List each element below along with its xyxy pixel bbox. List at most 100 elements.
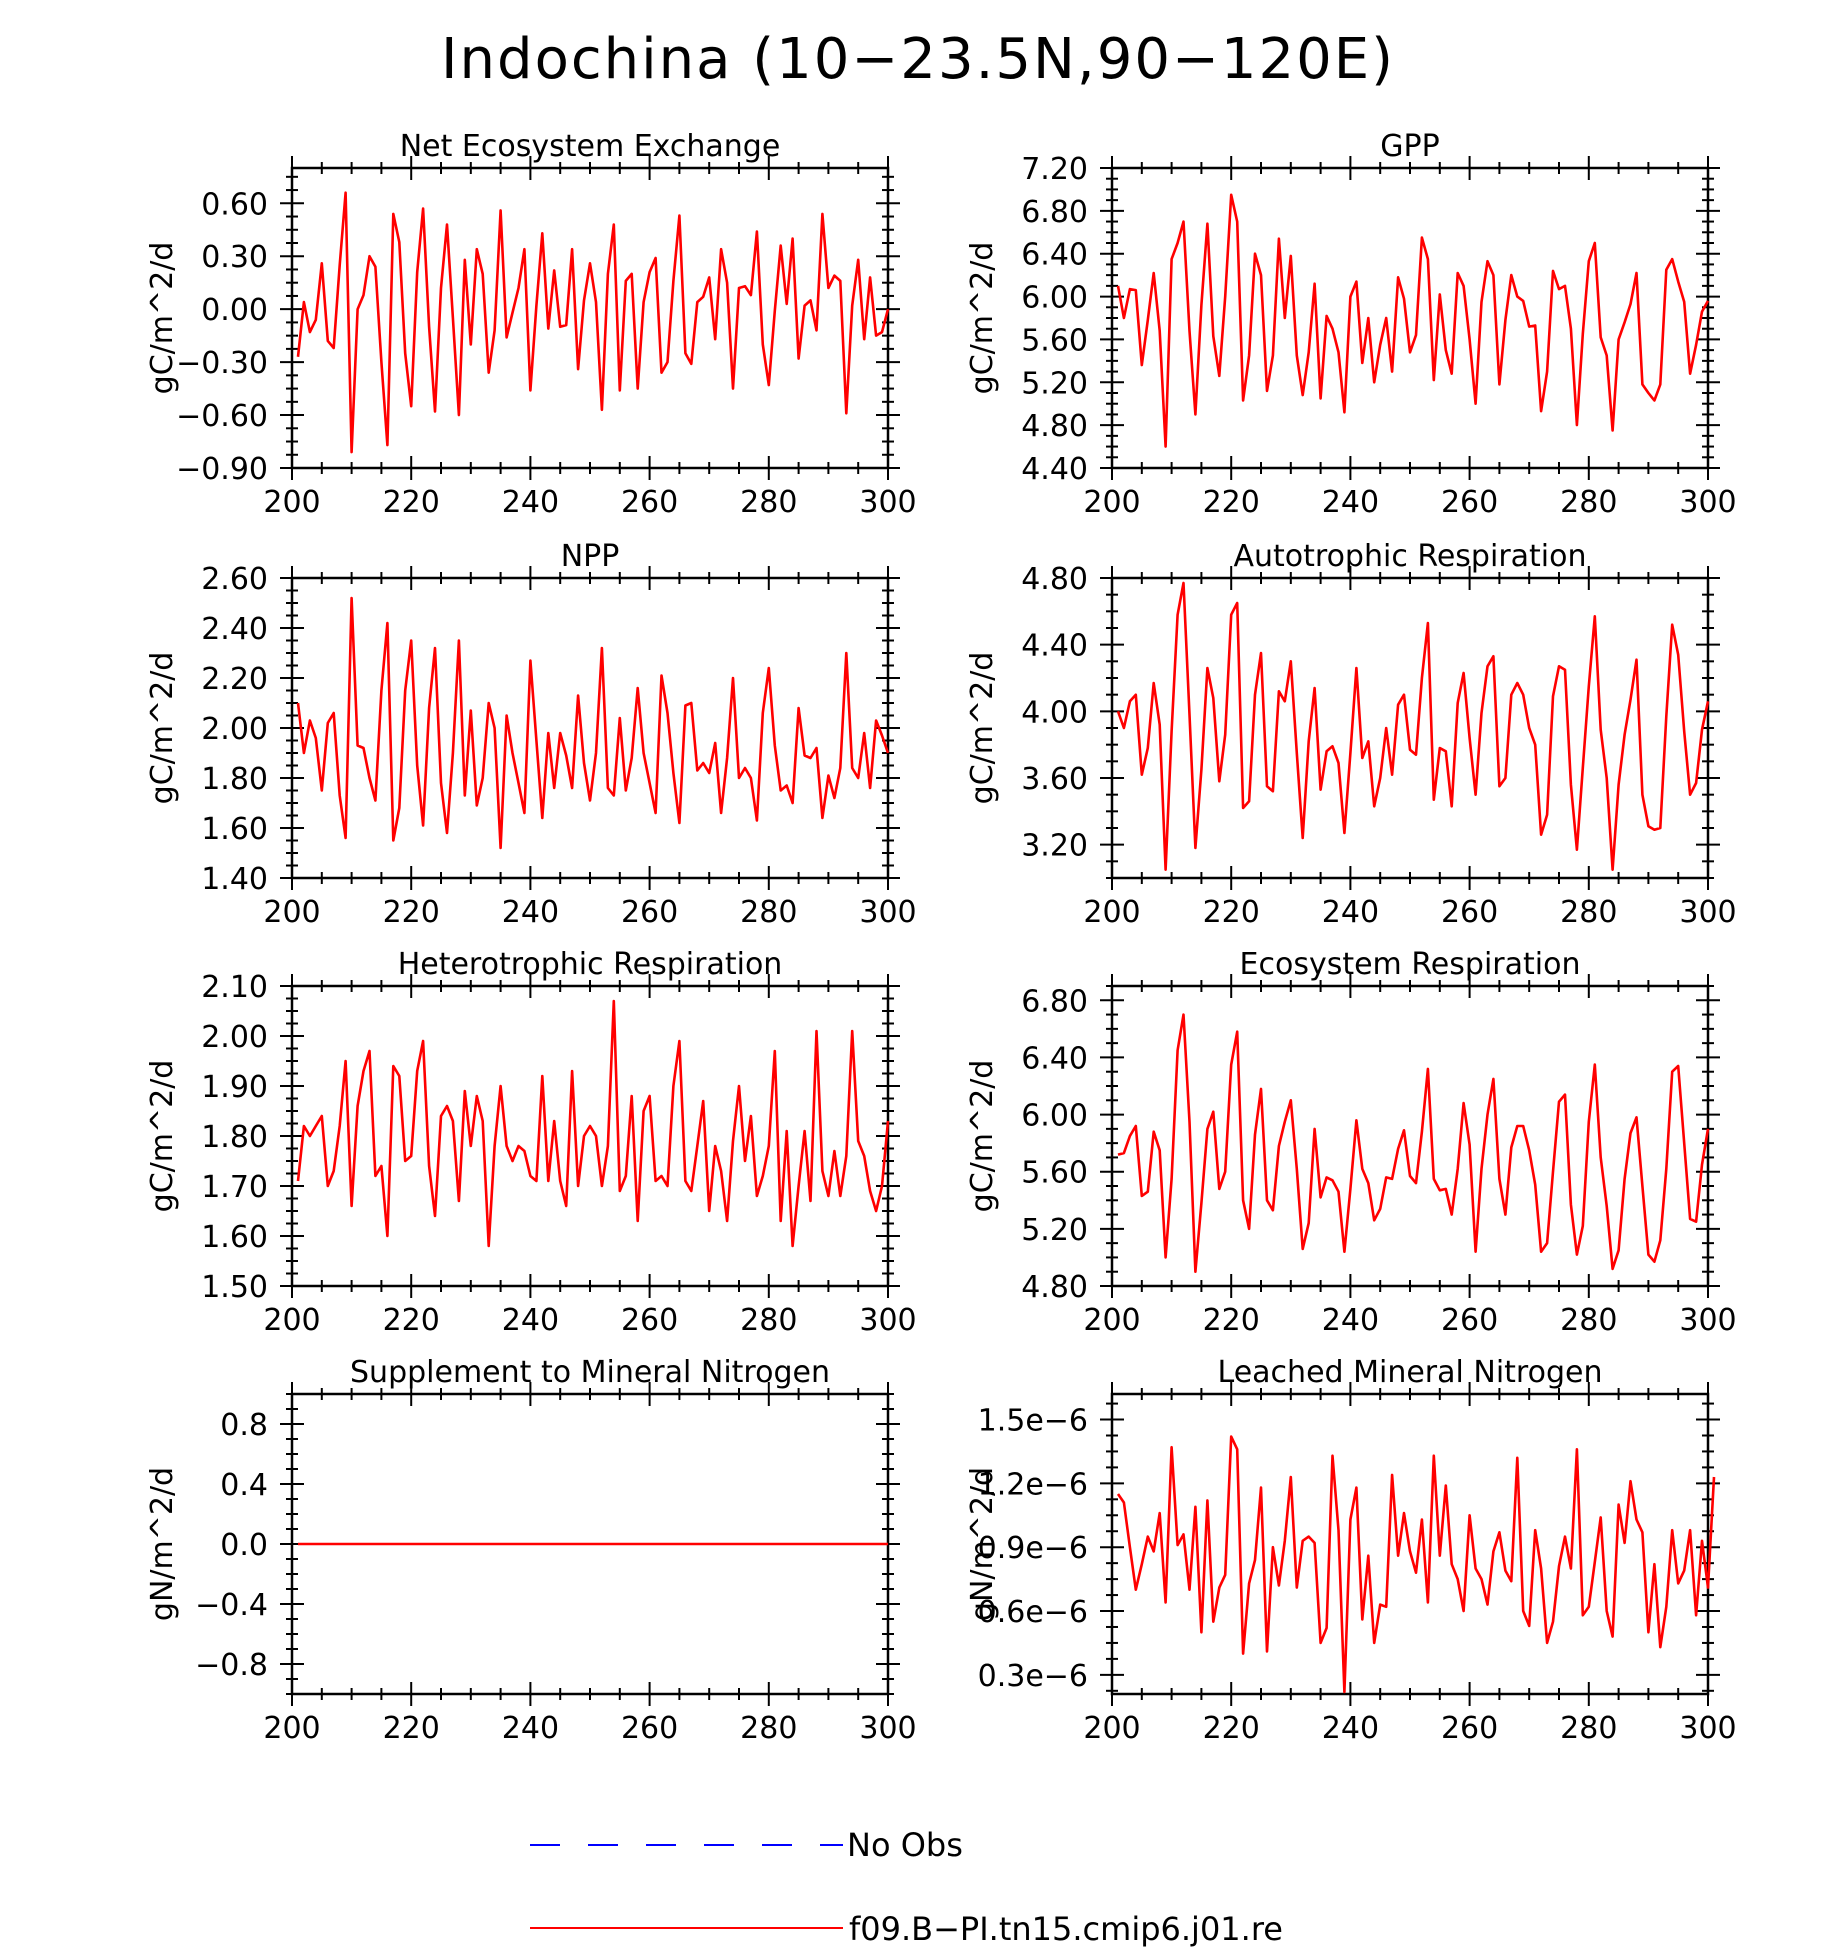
x-tick-label: 200 [263,1711,320,1746]
y-tick-label: 1.5e−6 [978,1404,1088,1439]
y-tick-label: 2.40 [201,612,268,647]
panel-net-ecosystem-exchange: 200 220 240 260 280 300 −0.90 −0.60 −0.30 0.00 0.3… [145,129,917,520]
x-tick-label: 220 [383,1711,440,1746]
y-tick-label: 3.60 [1021,762,1088,797]
panel-title: Heterotrophic Respiration [398,947,783,982]
x-tick-label: 220 [1203,1711,1260,1746]
series-line-model [296,596,890,850]
legend-no-obs-label: No Obs [847,1826,963,1864]
y-tick-label: 6.40 [1021,238,1088,273]
series-line-model [296,191,890,454]
y-tick-label: 2.10 [201,970,268,1005]
y-tick-label: −0.4 [195,1588,268,1623]
series-line-model [1116,581,1710,872]
x-tick-label: 220 [383,895,440,930]
panel-heterotrophic-respiration: 200 220 240 260 280 300 1.50 1.60 1.70 1.80 1.90 2.… [145,947,917,1338]
y-tick-label: 0.3e−6 [978,1659,1088,1694]
x-tick-label: 280 [740,895,797,930]
y-tick-label: 2.60 [201,562,268,597]
y-tick-label: 0.8 [220,1408,268,1443]
legend-model-label: f09.B−PI.tn15.cmip6.j01.re [849,1910,1283,1948]
x-tick-label: 220 [1203,1303,1260,1338]
y-tick-label: 4.80 [1021,1270,1088,1305]
y-tick-label: 0.0 [220,1528,268,1563]
panel-title: Autotrophic Respiration [1233,539,1586,574]
y-tick-label: 4.80 [1021,562,1088,597]
y-tick-label: 5.60 [1021,1156,1088,1191]
panel-title: Ecosystem Respiration [1240,947,1581,982]
x-tick-label: 240 [502,1711,559,1746]
x-tick-label: 260 [1441,485,1498,520]
panel-autotrophic-respiration: 200 220 240 260 280 300 3.20 3.60 4.00 4.40 4.80 Au… [965,539,1737,930]
y-axis-label: gC/m^2/d [965,1060,1000,1213]
x-tick-label: 240 [1322,1303,1379,1338]
x-tick-label: 260 [621,895,678,930]
x-tick-label: 240 [502,1303,559,1338]
x-tick-label: 260 [621,485,678,520]
panel-title: Net Ecosystem Exchange [400,129,781,164]
x-tick-label: 200 [1083,1711,1140,1746]
y-tick-label: 0.60 [201,187,268,222]
x-tick-label: 220 [1203,485,1260,520]
y-tick-label: 1.60 [201,1220,268,1255]
y-axis-label: gC/m^2/d [145,652,180,805]
panel-gpp: 200 220 240 260 280 300 4.40 4.80 5.20 5.60 6.00 6.… [965,129,1737,520]
series-line-model [1116,193,1710,448]
y-tick-label: 4.40 [1021,452,1088,487]
y-tick-label: 2.00 [201,712,268,747]
x-tick-label: 240 [1322,1711,1379,1746]
y-tick-label: −0.30 [176,346,268,381]
y-axis-label: gN/m^2/d [965,1467,1000,1621]
x-tick-label: 260 [621,1303,678,1338]
y-tick-label: 1.80 [201,1120,268,1155]
x-tick-label: 300 [859,1711,916,1746]
y-tick-label: −0.60 [176,399,268,434]
y-tick-label: −0.8 [195,1648,268,1683]
y-tick-label: −0.90 [176,452,268,487]
x-tick-label: 280 [740,485,797,520]
y-tick-label: 0.4 [220,1468,268,1503]
x-tick-label: 280 [1560,895,1617,930]
y-tick-label: 0.6e−6 [978,1595,1088,1630]
y-tick-label: 5.60 [1021,323,1088,358]
y-tick-label: 5.20 [1021,1213,1088,1248]
panel-title: Leached Mineral Nitrogen [1218,1355,1603,1390]
y-axis-label: gC/m^2/d [965,652,1000,805]
y-tick-label: 7.20 [1021,152,1088,187]
y-tick-label: 2.20 [201,662,268,697]
x-tick-label: 220 [383,1303,440,1338]
x-tick-label: 200 [263,895,320,930]
panel-supplement-to-mineral-nitrogen: 200 220 240 260 280 300 −0.8 −0.4 0.0 0.4 0.8 Suppl… [145,1355,917,1746]
panel-leached-mineral-nitrogen: 200 220 240 260 280 300 0.3e−6 0.6e−6 0.9e−6 1.2e… [965,1355,1737,1746]
y-axis-label: gC/m^2/d [965,242,1000,395]
y-tick-label: 4.80 [1021,409,1088,444]
x-tick-label: 260 [1441,1303,1498,1338]
y-tick-label: 6.00 [1021,1099,1088,1134]
y-tick-label: 2.00 [201,1020,268,1055]
y-tick-label: 6.80 [1021,984,1088,1019]
x-tick-label: 240 [502,895,559,930]
y-tick-label: 1.40 [201,862,268,897]
panels: 200 220 240 260 280 300 −0.90 −0.60 −0.30 0.00 0.3… [145,129,1737,1746]
y-tick-label: 6.00 [1021,281,1088,316]
x-tick-label: 300 [1679,485,1736,520]
legend: No Obs f09.B−PI.tn15.cmip6.j01.re [530,1826,1283,1948]
x-tick-label: 280 [1560,1711,1617,1746]
x-tick-label: 240 [502,485,559,520]
y-tick-label: 0.9e−6 [978,1531,1088,1566]
x-tick-label: 300 [859,895,916,930]
x-tick-label: 300 [1679,895,1736,930]
x-tick-label: 280 [1560,1303,1617,1338]
y-tick-label: 6.40 [1021,1041,1088,1076]
y-tick-label: 1.2e−6 [978,1467,1088,1502]
panel-ecosystem-respiration: 200 220 240 260 280 300 4.80 5.20 5.60 6.00 6.40 6.… [965,947,1737,1338]
x-tick-label: 300 [859,1303,916,1338]
series-line-model [296,999,890,1248]
x-tick-label: 260 [621,1711,678,1746]
y-tick-label: 0.00 [201,293,268,328]
series-line-model [1116,1435,1716,1694]
panel-npp: 200 220 240 260 280 300 1.40 1.60 1.80 2.00 2.20 2.… [145,539,917,930]
y-tick-label: 5.20 [1021,366,1088,401]
y-tick-label: 0.30 [201,240,268,275]
